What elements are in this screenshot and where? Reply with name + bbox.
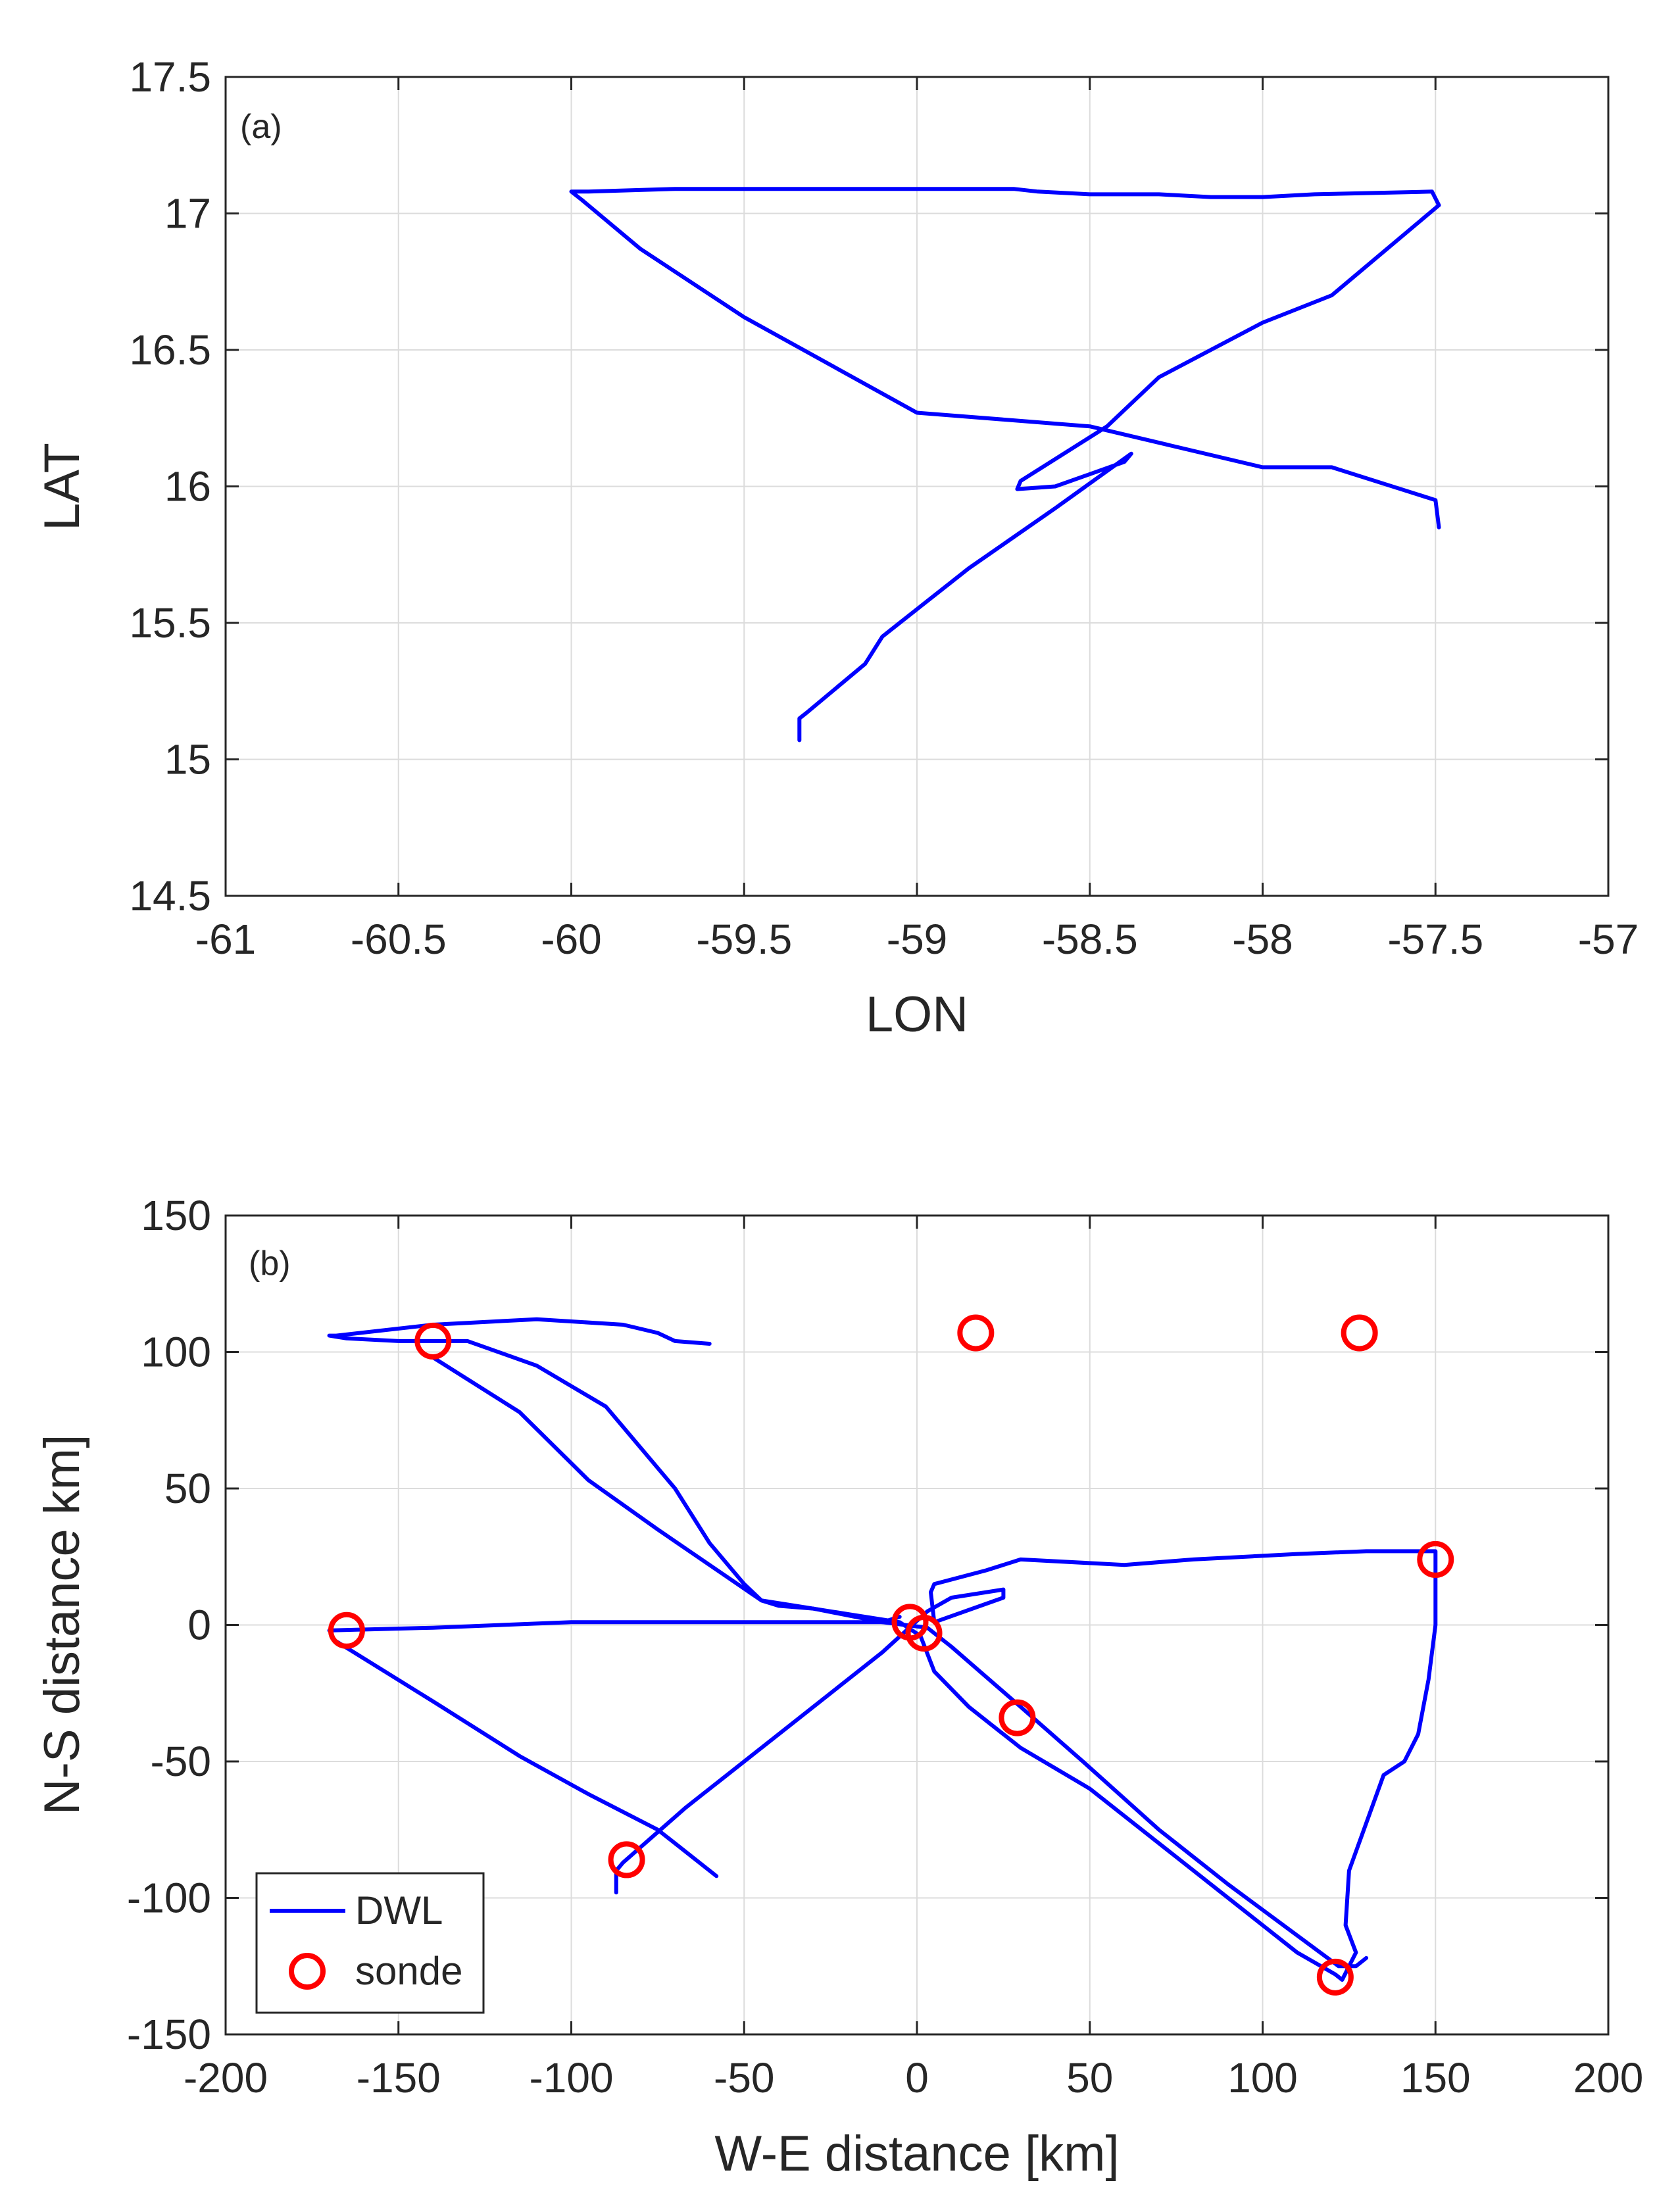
x-tick-label: 0	[905, 2054, 929, 2101]
sonde-marker	[957, 1314, 995, 1352]
y-tick-label: -50	[151, 1738, 212, 1785]
x-tick-label: 200	[1573, 2054, 1644, 2101]
panel-b-markers	[328, 1314, 1454, 1996]
y-tick-label: 17.5	[129, 53, 211, 101]
x-tick-label: 50	[1066, 2054, 1113, 2101]
y-tick-label: 17	[164, 190, 211, 237]
panel-b-ylabel: N-S distance km]	[34, 1435, 90, 1815]
sonde-marker	[414, 1322, 452, 1360]
legend-box	[255, 1872, 485, 2014]
sonde-marker	[1316, 1958, 1354, 1996]
x-tick-label: -60	[541, 916, 602, 963]
series-line-1	[431, 1355, 1369, 1969]
x-tick-label: 150	[1400, 2054, 1471, 2101]
legend-sonde-marker	[289, 1953, 326, 1990]
y-tick-label: 50	[164, 1465, 211, 1512]
panel-a: -61 -60.5 -60 -59.5 -59 -58.5 -58 -57.5 -57 14.5…	[34, 53, 1639, 1043]
x-tick-label: -200	[184, 2054, 268, 2101]
panel-b-x-ticks: -200 -150 -100 -50 0 50 100 150 200	[184, 1216, 1643, 2101]
y-tick-label: 0	[187, 1602, 211, 1649]
x-tick-label: -150	[357, 2054, 441, 2101]
legend-sonde-label: sonde	[355, 1949, 462, 1993]
series-line-3	[327, 1615, 902, 1633]
y-tick-label: 100	[141, 1329, 211, 1376]
panel-a-x-ticks: -61 -60.5 -60 -59.5 -59 -58.5 -58 -57.5 -57	[195, 77, 1639, 963]
panel-b-tag: (b)	[249, 1244, 291, 1283]
legend-dwl-label: DWL	[355, 1888, 443, 1932]
panel-a-ylabel: LAT	[34, 443, 90, 531]
x-tick-label: -50	[714, 2054, 775, 2101]
x-tick-label: 100	[1227, 2054, 1298, 2101]
panel-a-tag: (a)	[240, 108, 282, 146]
x-tick-label: -57.5	[1387, 916, 1483, 963]
series-line-2	[334, 1639, 719, 1879]
y-tick-label: 15	[164, 736, 211, 783]
panel-a-series	[569, 187, 1441, 743]
sonde-marker	[1417, 1540, 1454, 1578]
y-tick-label: 14.5	[129, 872, 211, 920]
y-tick-label: 15.5	[129, 599, 211, 647]
y-tick-label: -150	[127, 2011, 211, 2058]
y-tick-label: 150	[141, 1192, 211, 1239]
x-tick-label: -58	[1232, 916, 1293, 963]
x-tick-label: -60.5	[351, 916, 447, 963]
sonde-marker	[328, 1611, 365, 1649]
panel-b-y-ticks: -150 -100 -50 0 50 100 150	[127, 1192, 1608, 2058]
panel-b: -200 -150 -100 -50 0 50 100 150 200 -150-100-500…	[34, 1192, 1643, 2182]
sonde-marker	[1341, 1314, 1378, 1352]
y-tick-label: 16.5	[129, 326, 211, 374]
series-line-0	[327, 1317, 1438, 1982]
sonde-marker	[608, 1841, 645, 1879]
legend: DWL sonde	[255, 1872, 485, 2014]
sonde-marker	[905, 1614, 943, 1652]
panel-a-y-ticks: 14.5 15 15.5 16 16.5 17 17.5	[129, 53, 1608, 920]
x-tick-label: -57	[1578, 916, 1639, 963]
sonde-marker	[999, 1699, 1036, 1736]
x-tick-label: -100	[529, 2054, 613, 2101]
y-tick-label: -100	[127, 1875, 211, 1922]
panel-b-series	[327, 1317, 1438, 1982]
x-tick-label: -58.5	[1042, 916, 1138, 963]
y-tick-label: 16	[164, 463, 211, 510]
panel-a-xlabel: LON	[866, 987, 968, 1043]
panel-a-grid	[225, 76, 1609, 897]
x-tick-label: -59.5	[696, 916, 792, 963]
series-line-0	[569, 187, 1441, 743]
x-tick-label: -59	[887, 916, 948, 963]
panel-b-xlabel: W-E distance [km]	[714, 2126, 1119, 2182]
x-tick-label: -61	[195, 916, 257, 963]
